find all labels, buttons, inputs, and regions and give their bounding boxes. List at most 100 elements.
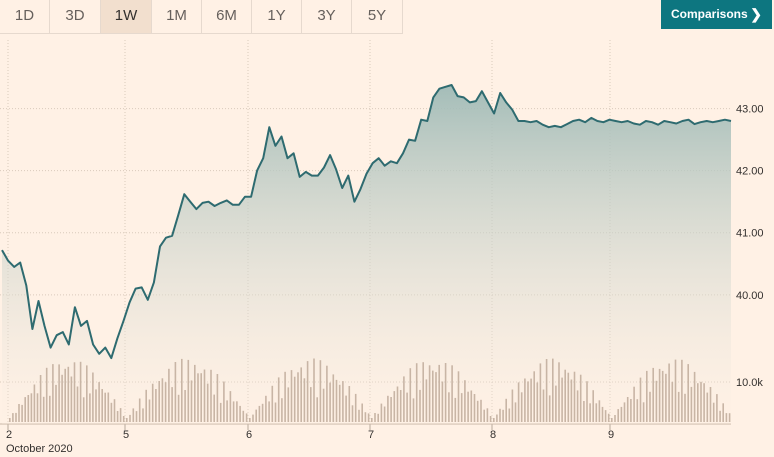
volume-bar <box>203 369 206 422</box>
volume-bar <box>409 368 412 422</box>
volume-bar <box>316 397 318 422</box>
volume-bar <box>348 386 351 422</box>
x-tick-label: 6 <box>246 429 252 441</box>
volume-bar <box>435 372 437 422</box>
x-tick-label: 5 <box>123 429 129 441</box>
volume-bar <box>364 412 367 422</box>
volume-bar <box>371 418 373 422</box>
volume-bar <box>677 391 680 422</box>
range-button-1w[interactable]: 1W <box>101 0 152 33</box>
volume-bar <box>486 408 489 422</box>
volume-bar <box>168 368 170 422</box>
volume-bar <box>86 365 88 422</box>
volume-bar <box>448 392 450 422</box>
volume-bar <box>377 413 379 422</box>
volume-bar <box>671 381 674 422</box>
volume-bar <box>558 362 560 422</box>
x-tick-label: 2 <box>6 429 12 441</box>
volume-bar <box>655 380 658 422</box>
volume-bar <box>361 403 363 422</box>
volume-bar <box>161 378 164 422</box>
volume-bar <box>533 371 535 422</box>
volume-bar <box>387 395 389 422</box>
volume-bar <box>595 403 598 422</box>
volume-bar <box>415 363 418 422</box>
volume-bar <box>658 368 661 422</box>
range-button-1y[interactable]: 1Y <box>252 0 302 33</box>
volume-bar <box>681 359 683 422</box>
volume-bar <box>592 390 594 422</box>
range-button-6m[interactable]: 6M <box>202 0 252 33</box>
x-axis-sublabel: October 2020 <box>6 443 73 455</box>
comparisons-button[interactable]: Comparisons ❯ <box>661 0 772 29</box>
volume-bar <box>223 381 225 422</box>
volume-bar <box>145 389 147 422</box>
volume-bar <box>617 409 619 422</box>
volume-bar <box>82 397 85 422</box>
volume-bar <box>451 365 453 422</box>
volume-bar <box>419 389 421 422</box>
range-button-1m[interactable]: 1M <box>152 0 202 33</box>
volume-bar <box>45 367 48 422</box>
volume-bar <box>329 382 331 422</box>
volume-bar <box>322 388 325 422</box>
volume-bar <box>142 408 144 422</box>
volume-bar <box>249 418 251 422</box>
range-button-5y[interactable]: 5Y <box>352 0 403 33</box>
volume-bar <box>342 381 344 422</box>
volume-bar <box>412 398 415 422</box>
volume-bar <box>508 408 511 422</box>
volume-bar <box>460 393 463 422</box>
volume-bar <box>380 403 383 422</box>
volume-bar <box>135 411 138 422</box>
volume-bar <box>589 403 591 422</box>
volume-bar <box>444 363 447 422</box>
volume-bar <box>129 414 131 422</box>
volume-bar <box>107 392 110 422</box>
volume-bar <box>197 373 199 422</box>
volume-bar <box>470 390 473 422</box>
volume-bar <box>101 389 103 422</box>
volume-bar <box>9 418 11 422</box>
volume-bar <box>709 387 712 422</box>
volume-bar <box>213 394 215 422</box>
volume-bar <box>122 416 125 422</box>
volume-bar <box>268 401 270 422</box>
volume-bar <box>310 387 312 422</box>
x-tick-label: 7 <box>368 429 374 441</box>
volume-bar <box>661 370 664 422</box>
volume-bar <box>64 368 66 422</box>
volume-bar <box>284 371 286 422</box>
volume-bar <box>252 414 254 422</box>
volume-bar <box>24 397 26 422</box>
range-button-3y[interactable]: 3Y <box>302 0 352 33</box>
volume-bar <box>390 397 392 422</box>
volume-bar <box>722 403 724 422</box>
volume-bar <box>505 398 507 422</box>
price-area <box>2 85 731 424</box>
chevron-right-icon: ❯ <box>750 6 762 22</box>
volume-bar <box>473 394 476 422</box>
volume-bar <box>693 371 696 422</box>
volume-bar <box>697 383 699 422</box>
volume-bar <box>287 387 290 422</box>
volume-bar <box>293 376 296 422</box>
volume-bar <box>58 364 60 422</box>
volume-bar <box>300 367 302 422</box>
volume-bar <box>367 413 370 422</box>
volume-bar <box>539 363 542 422</box>
volume-bar <box>242 410 245 422</box>
volume-bar <box>548 395 551 422</box>
volume-bar <box>39 375 42 422</box>
range-button-1d[interactable]: 1D <box>0 0 50 33</box>
volume-bar <box>639 377 642 422</box>
volume-bar <box>326 365 328 422</box>
volume-bar <box>496 414 498 422</box>
volume-bar <box>229 391 232 422</box>
volume-bar <box>164 382 167 422</box>
volume-bar <box>607 413 610 422</box>
range-button-3d[interactable]: 3D <box>50 0 101 33</box>
volume-bar <box>281 398 283 422</box>
volume-bar <box>73 362 76 422</box>
volume-bar <box>155 389 157 422</box>
